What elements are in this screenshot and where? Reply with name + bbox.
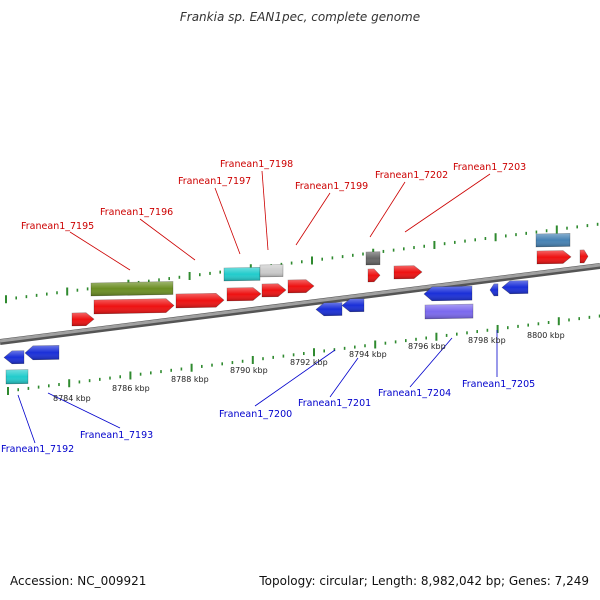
leader-line: [254, 349, 336, 407]
scale-label-8788: 8788 kbp: [171, 375, 209, 384]
gene-arrow-shade: [490, 283, 498, 296]
leader-line: [214, 187, 241, 255]
scale-label-8784: 8784 kbp: [53, 394, 91, 403]
label-leaders: [17, 170, 498, 444]
scale-label-8794: 8794 kbp: [349, 350, 387, 359]
gene-arrow-shade: [316, 302, 342, 316]
gene-arrow-shade: [72, 312, 94, 326]
scale-label-8798: 8798 kbp: [468, 336, 506, 345]
dna-backbone: [0, 263, 600, 345]
gene-label-7199[interactable]: Franean1_7199: [295, 181, 368, 192]
gene-arrow-shade: [227, 287, 261, 301]
gene-label-7200[interactable]: Franean1_7200: [219, 409, 292, 420]
gene-arrow-shade: [425, 304, 473, 319]
leader-line: [404, 173, 491, 233]
gene-arrow-shade: [176, 293, 224, 308]
gene-arrow-shade: [424, 286, 472, 301]
gene-label-7193[interactable]: Franean1_7193: [80, 430, 153, 441]
reverse-gene-labels: Franean1_7192 Franean1_7193 Franean1_720…: [1, 379, 535, 455]
scale-label-8796: 8796 kbp: [408, 342, 446, 351]
leader-line: [47, 392, 121, 429]
gene-arrow-shade: [224, 267, 260, 281]
gene-arrow-shade: [366, 251, 380, 265]
gene-arrow-shade: [6, 369, 28, 384]
gene-arrow-shade: [536, 233, 570, 247]
gene-arrow-shade: [502, 280, 528, 294]
gene-arrow-shade: [4, 350, 24, 364]
gene-arrow-shade: [394, 265, 422, 279]
scale-label-8792: 8792 kbp: [290, 358, 328, 367]
gene-label-7202[interactable]: Franean1_7202: [375, 170, 448, 181]
gene-arrow-shade: [580, 249, 588, 263]
gene-label-7192[interactable]: Franean1_7192: [1, 444, 74, 455]
topology-text: Topology: circular; Length: 8,982,042 bp…: [259, 574, 589, 588]
leader-line: [17, 394, 36, 444]
gene-arrow-shade: [537, 250, 571, 264]
gene-arrow-shade: [91, 281, 173, 296]
gene-label-7203[interactable]: Franean1_7203: [453, 162, 526, 173]
gene-arrow-shade: [342, 298, 364, 312]
gene-label-7205[interactable]: Franean1_7205: [462, 379, 535, 390]
leader-line: [261, 170, 269, 251]
gene-track: [3, 233, 589, 385]
scale-label-8786: 8786 kbp: [112, 384, 150, 393]
scale-label-8800: 8800 kbp: [527, 331, 565, 340]
gene-arrow-shade: [260, 264, 283, 277]
leader-line: [409, 337, 453, 388]
accession-text: Accession: NC_009921: [10, 574, 147, 588]
gene-label-7196[interactable]: Franean1_7196: [100, 207, 173, 218]
leader-line: [295, 192, 331, 246]
gene-arrow-shade: [288, 279, 314, 293]
gene-label-7195[interactable]: Franean1_7195: [21, 221, 94, 232]
leader-line: [69, 231, 131, 271]
forward-gene-labels: Franean1_7195 Franean1_7196 Franean1_719…: [21, 159, 526, 232]
scale-labels: 8784 kbp 8786 kbp 8788 kbp 8790 kbp 8792…: [53, 331, 565, 403]
gene-label-7198[interactable]: Franean1_7198: [220, 159, 293, 170]
map-title: Frankia sp. EAN1pec, complete genome: [179, 10, 421, 24]
leader-line: [139, 218, 196, 261]
gene-arrow-shade: [94, 298, 174, 314]
scale-label-8790: 8790 kbp: [230, 366, 268, 375]
gene-arrow-shade: [368, 268, 380, 282]
gene-label-7201[interactable]: Franean1_7201: [298, 398, 371, 409]
leader-line: [329, 357, 359, 398]
gene-label-7197[interactable]: Franean1_7197: [178, 176, 251, 187]
gene-arrow-shade: [25, 345, 59, 360]
gene-label-7204[interactable]: Franean1_7204: [378, 388, 451, 399]
leader-line: [369, 181, 406, 238]
gene-arrow-shade: [262, 283, 286, 297]
